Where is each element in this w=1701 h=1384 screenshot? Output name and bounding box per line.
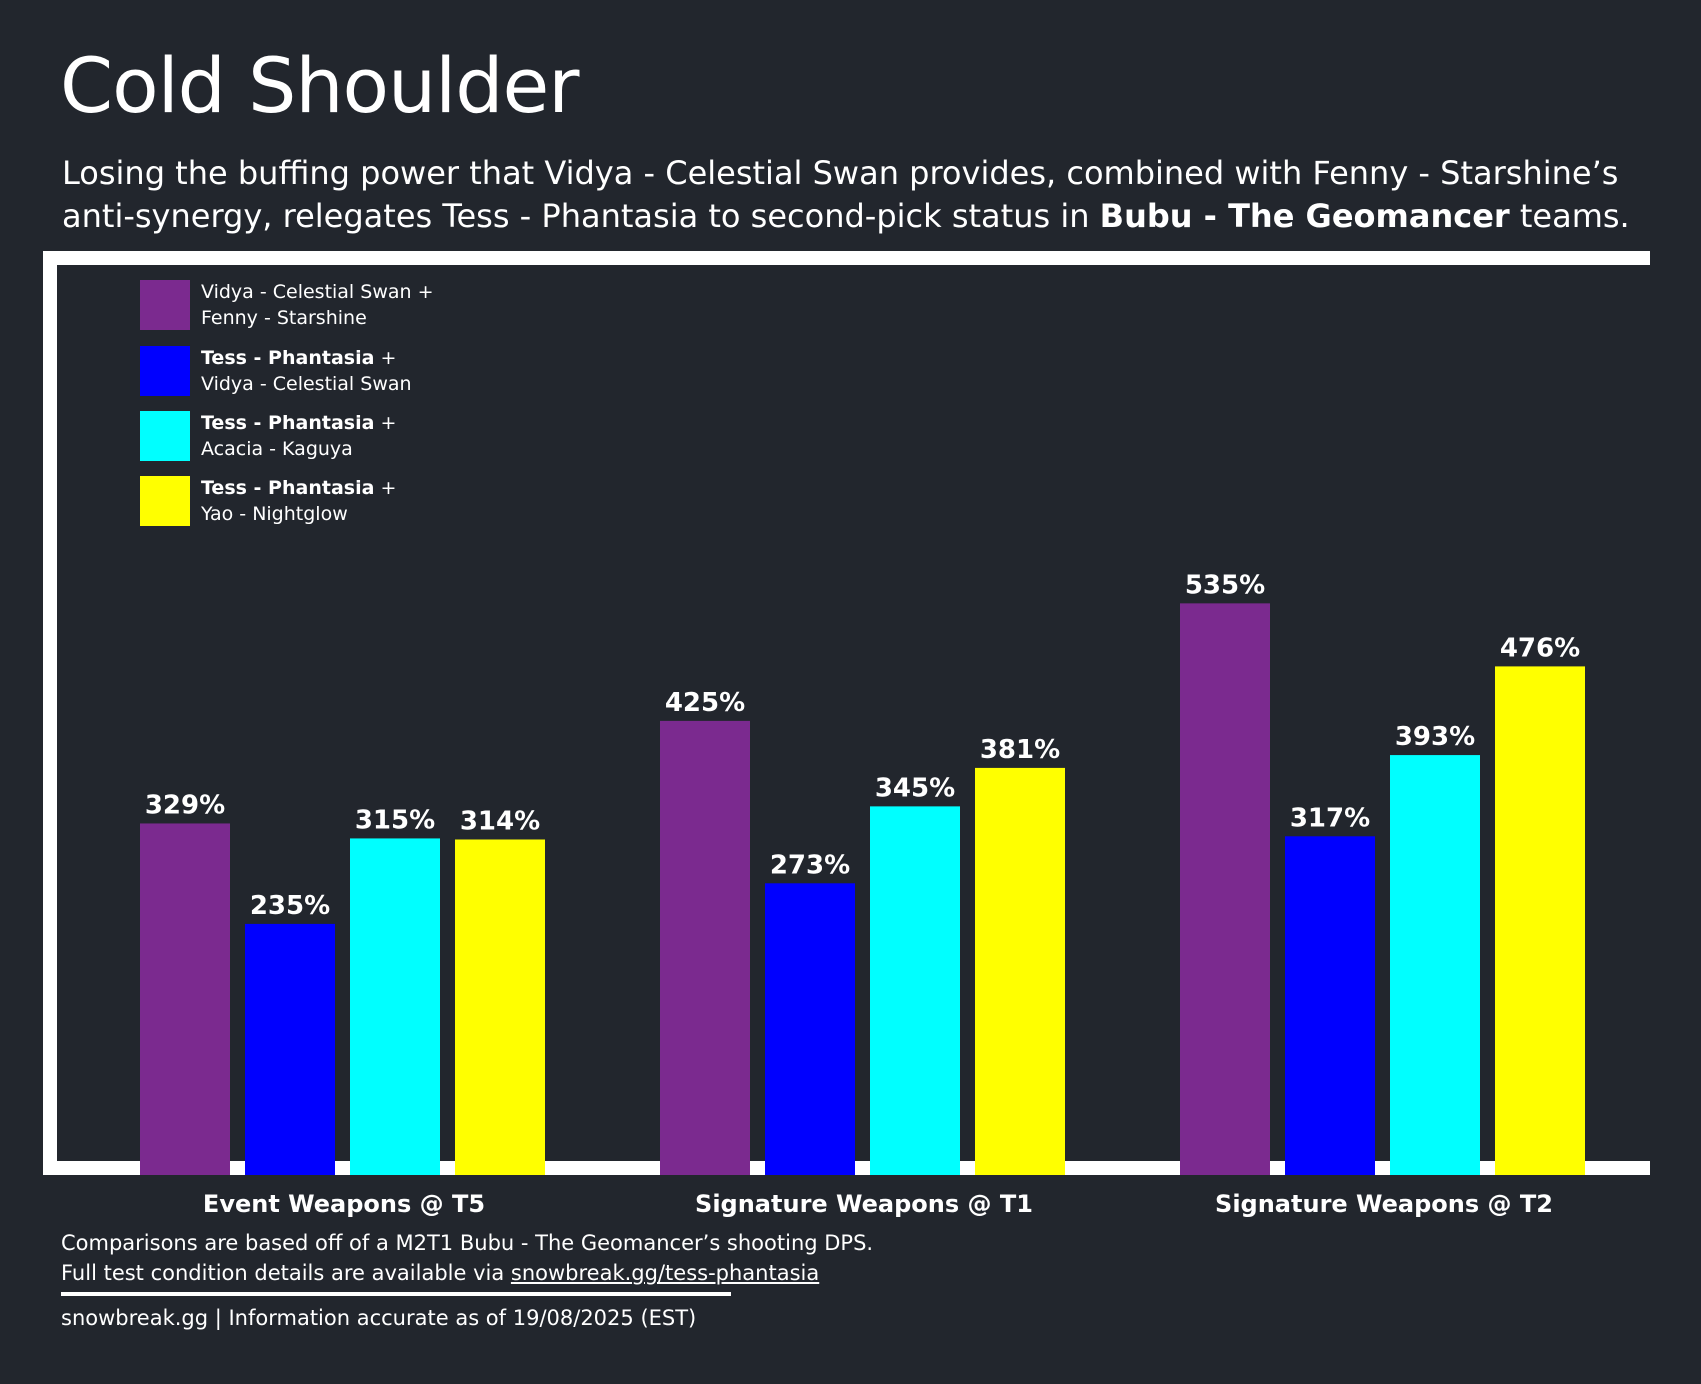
legend-label-line2: Acacia - Kaguya: [201, 438, 353, 460]
legend-label: Tess - Phantasia + Yao - Nightglow: [201, 475, 396, 527]
bar-value-label: 476%: [1500, 633, 1580, 663]
bar-value-label: 535%: [1185, 570, 1265, 600]
legend-label-line1: +: [374, 477, 397, 499]
legend-label-line2: Fenny - Starshine: [201, 307, 367, 329]
bar: [350, 838, 440, 1175]
bar: [1495, 666, 1585, 1175]
legend-item: Tess - Phantasia + Acacia - Kaguya: [140, 411, 560, 463]
legend-swatch: [140, 280, 190, 330]
bar-value-label: 393%: [1395, 722, 1475, 752]
bar: [1285, 836, 1375, 1175]
bar-value-label: 315%: [355, 805, 435, 835]
subtitle-text-1: Losing the buffing power that Vidya - Ce…: [62, 154, 1619, 235]
bar: [660, 720, 750, 1175]
legend-label-bold: Tess - Phantasia: [201, 412, 375, 434]
test-details-link[interactable]: snowbreak.gg/tess-phantasia: [510, 1261, 820, 1285]
legend-label-line2: Yao - Nightglow: [201, 503, 348, 525]
bar-value-label: 329%: [145, 790, 225, 820]
legend-label: Tess - Phantasia + Acacia - Kaguya: [201, 410, 396, 462]
footnote-prefix: Full test condition details are availabl…: [61, 1261, 511, 1285]
footnote-line-1: Comparisons are based off of a M2T1 Bubu…: [61, 1231, 874, 1255]
x-axis-category-label: Signature Weapons @ T2: [1215, 1190, 1553, 1218]
footer-divider: [61, 1292, 731, 1296]
bar-value-label: 345%: [875, 773, 955, 803]
bar-value-label: 314%: [460, 806, 540, 836]
legend-swatch: [140, 411, 190, 461]
bar: [245, 923, 335, 1175]
subtitle-text-2: teams.: [1509, 197, 1630, 235]
footnote-line-2: Full test condition details are availabl…: [61, 1258, 819, 1288]
legend-label-line2: Vidya - Celestial Swan: [201, 373, 412, 395]
legend-label-bold: Tess - Phantasia: [201, 347, 375, 369]
legend-label-bold: Tess - Phantasia: [201, 477, 375, 499]
bar: [140, 823, 230, 1175]
bar: [765, 883, 855, 1175]
bar-value-label: 235%: [250, 891, 330, 921]
bar-value-label: 273%: [770, 850, 850, 880]
bar: [1390, 755, 1480, 1175]
legend-swatch: [140, 346, 190, 396]
bar: [975, 767, 1065, 1175]
credit-line: snowbreak.gg | Information accurate as o…: [61, 1306, 697, 1330]
chart-subtitle: Losing the buffing power that Vidya - Ce…: [62, 152, 1662, 238]
legend-label: Vidya - Celestial Swan + Fenny - Starshin…: [201, 279, 434, 331]
legend-label-line1: +: [374, 412, 397, 434]
legend-label-line1: +: [374, 347, 397, 369]
chart-title: Cold Shoulder: [60, 41, 580, 130]
bar: [870, 806, 960, 1175]
bar-value-label: 425%: [665, 688, 745, 718]
bar-value-label: 317%: [1290, 803, 1370, 833]
legend-swatch: [140, 476, 190, 526]
x-axis-category-label: Signature Weapons @ T1: [695, 1190, 1033, 1218]
bar-value-label: 381%: [980, 735, 1060, 765]
legend-item: Vidya - Celestial Swan + Fenny - Starshin…: [140, 280, 560, 332]
legend-label-line1: Vidya - Celestial Swan +: [201, 281, 434, 303]
legend-label: Tess - Phantasia + Vidya - Celestial Swan: [201, 345, 412, 397]
subtitle-bold-text: Bubu - The Geomancer: [1099, 197, 1510, 235]
bar: [1180, 603, 1270, 1175]
bar: [455, 839, 545, 1175]
x-axis-category-label: Event Weapons @ T5: [202, 1190, 486, 1218]
legend-item: Tess - Phantasia + Vidya - Celestial Swan: [140, 346, 560, 398]
legend-item: Tess - Phantasia + Yao - Nightglow: [140, 476, 560, 528]
